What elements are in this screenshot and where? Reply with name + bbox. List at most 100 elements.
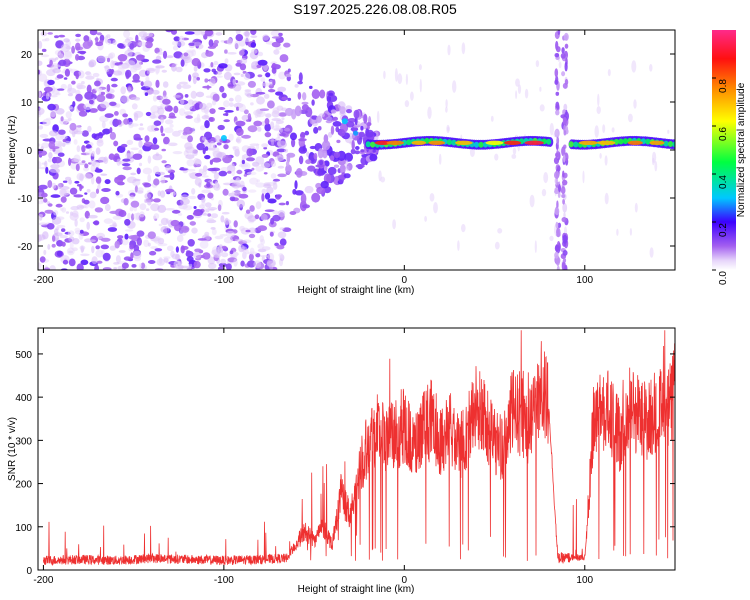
noise-blob [61, 241, 66, 247]
noise-blob [85, 151, 91, 156]
noise-blob [235, 34, 244, 42]
noise-blob [76, 145, 81, 153]
noise-blob [91, 150, 96, 157]
faint-smear [529, 194, 535, 208]
transition-blob [287, 68, 291, 73]
signal-band-mid [365, 141, 371, 148]
noise-blob [243, 174, 248, 177]
faint-smear [534, 240, 537, 254]
snr-frame [37, 327, 676, 571]
noise-blob [47, 103, 56, 111]
signal-band-mid [446, 139, 452, 146]
faint-smear [649, 64, 653, 72]
noise-blob [228, 133, 234, 141]
noise-blob [155, 65, 165, 69]
noise-blob [41, 142, 50, 149]
transition-blob [339, 164, 346, 174]
noise-blob [169, 124, 174, 128]
noise-blob [47, 158, 53, 163]
noise-blob [158, 223, 163, 227]
noise-blob [61, 207, 67, 213]
streak-blob [556, 46, 561, 53]
noise-blob [72, 101, 76, 108]
noise-blob [107, 227, 118, 232]
noise-blob [245, 229, 251, 233]
isolated-peak [341, 118, 348, 125]
noise-blob [160, 117, 164, 124]
noise-blob [161, 148, 166, 152]
transition-blob [353, 109, 360, 119]
noise-blob [257, 74, 263, 78]
noise-blob [251, 167, 255, 171]
noise-blob [210, 213, 218, 219]
faint-smear [452, 80, 457, 93]
noise-blob [281, 96, 287, 101]
noise-blob [216, 75, 223, 78]
noise-blob [94, 264, 99, 270]
streak-blob [562, 250, 568, 256]
noise-blob [51, 243, 56, 248]
transition-blob [355, 146, 360, 150]
noise-blob [234, 40, 240, 49]
noise-blob [268, 89, 276, 93]
noise-blob [173, 105, 179, 114]
noise-blob [263, 93, 270, 99]
noise-blob [213, 39, 219, 45]
noise-blob [175, 40, 186, 47]
noise-blob [88, 99, 94, 105]
noise-blob [238, 40, 246, 47]
noise-blob [52, 156, 62, 164]
noise-blob [263, 172, 268, 175]
noise-blob [63, 77, 68, 80]
noise-blob [267, 100, 275, 109]
y-tick-label: 100 [15, 523, 32, 534]
noise-blob [255, 201, 262, 210]
noise-blob [195, 172, 203, 177]
transition-blob [325, 120, 333, 124]
spectrogram-heatmap [38, 30, 675, 270]
noise-blob [46, 223, 55, 230]
noise-blob [212, 99, 217, 106]
noise-blob [130, 96, 141, 101]
noise-blob [47, 203, 53, 207]
noise-blob [91, 133, 97, 139]
noise-blob [247, 113, 252, 120]
noise-blob [176, 83, 182, 90]
noise-blob [223, 71, 232, 81]
transition-blob [285, 73, 292, 78]
signal-band-mid [618, 138, 624, 145]
noise-blob [243, 31, 250, 37]
noise-blob [110, 60, 115, 69]
faint-smear [515, 78, 520, 87]
streak-blob [554, 79, 559, 85]
noise-blob [193, 260, 201, 269]
signal-band-mid [613, 138, 620, 145]
noise-blob [50, 95, 58, 98]
noise-blob [166, 105, 173, 112]
transition-blob [313, 126, 319, 134]
noise-blob [205, 50, 214, 57]
noise-blob [58, 129, 66, 135]
noise-blob [271, 36, 281, 39]
noise-blob [95, 188, 100, 194]
noise-blob [38, 234, 43, 242]
x-tick-label: 100 [576, 575, 593, 586]
noise-blob [104, 203, 111, 212]
signal-band-mid [663, 140, 669, 147]
noise-blob [127, 86, 132, 93]
transition-blob [292, 188, 297, 195]
noise-blob [107, 53, 114, 60]
snr-xlabel: Height of straight line (km) [298, 584, 415, 595]
noise-blob [200, 125, 205, 131]
signal-band-peak [627, 140, 643, 145]
noise-blob [81, 160, 86, 164]
noise-blob [113, 262, 120, 265]
noise-blob [204, 146, 209, 151]
signal-band-mid [667, 141, 674, 147]
noise-blob [50, 194, 61, 198]
noise-blob [165, 208, 175, 211]
noise-blob [96, 260, 103, 264]
noise-blob [74, 219, 78, 227]
figure-title: S197.2025.226.08.08.R05 [293, 1, 457, 17]
